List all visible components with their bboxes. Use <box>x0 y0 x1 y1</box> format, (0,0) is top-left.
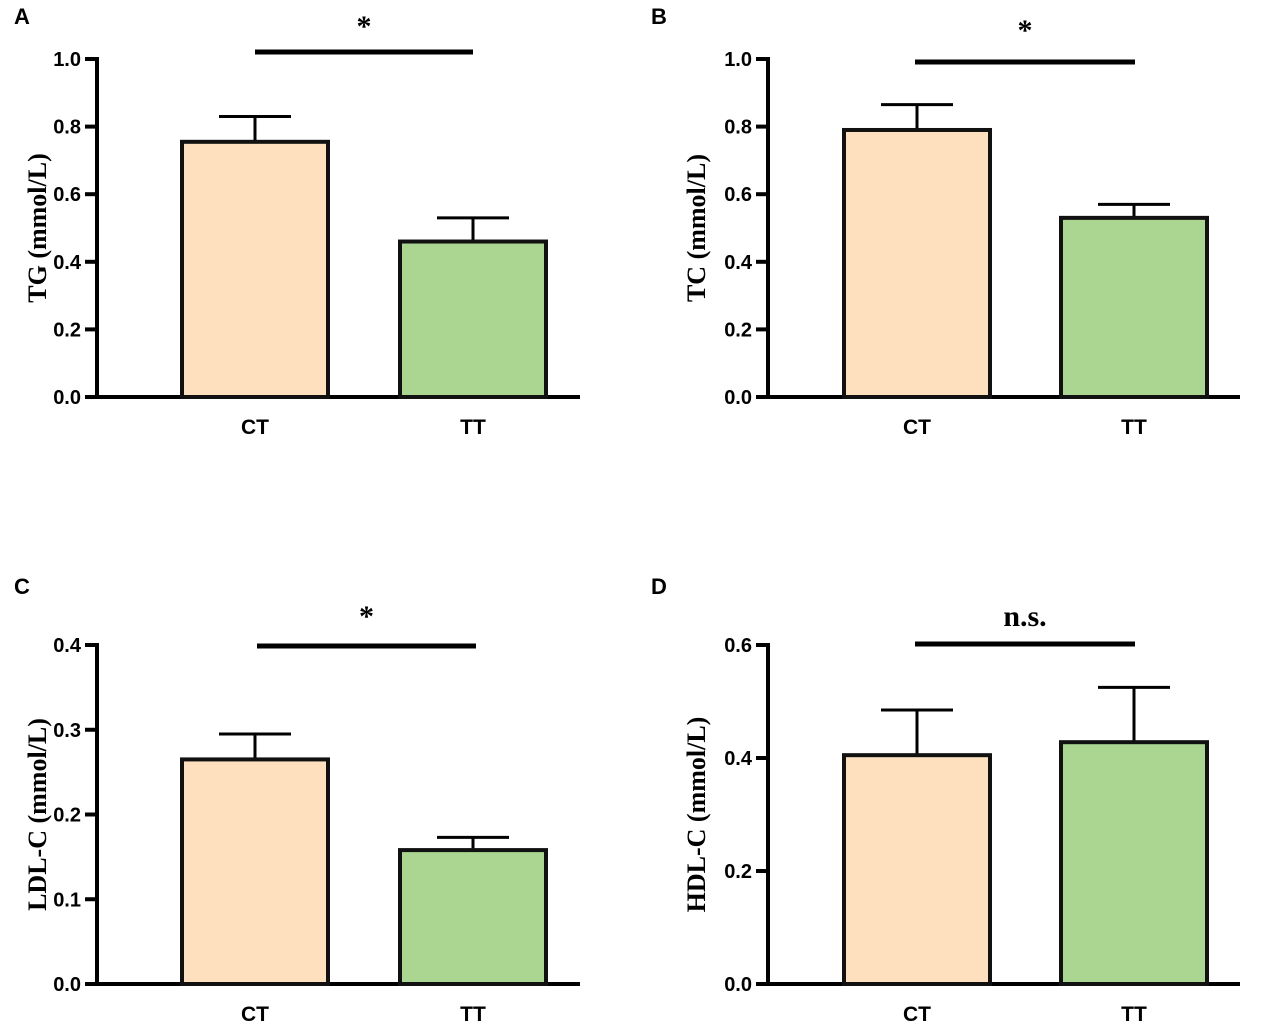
y-tick-label: 0.6 <box>724 635 752 657</box>
panel-letter: D <box>651 574 667 599</box>
y-tick-label: 0.3 <box>53 720 81 742</box>
x-tick-label: CT <box>903 1003 931 1022</box>
bar-tt <box>1059 740 1209 986</box>
bar-ct <box>842 753 992 986</box>
y-tick-label: 0.0 <box>53 974 81 996</box>
y-axis-title: TG (mmol/L) <box>23 153 52 303</box>
bar-tt <box>1059 215 1209 399</box>
panel-d: D HDL-C (mmol/L) 0.0 0.2 0.4 0.6 CT TT n.s. <box>651 574 1240 1022</box>
x-tick-label: TT <box>460 416 486 439</box>
significance-label: * <box>359 600 374 633</box>
panel-letter: B <box>651 4 667 29</box>
x-tick-label: CT <box>903 416 931 439</box>
significance-label: * <box>1018 14 1033 47</box>
y-tick-label: 0.0 <box>724 387 752 409</box>
panel-letter: A <box>14 4 30 29</box>
x-tick-label: TT <box>460 1003 486 1022</box>
panel-a: A TG (mmol/L) 0.0 0.2 0.4 0.6 0.8 1.0 CT TT * <box>14 4 580 439</box>
significance-label: * <box>357 10 372 43</box>
bar-ct <box>180 139 330 399</box>
bar-ct <box>842 127 992 399</box>
panel-letter: C <box>14 574 30 599</box>
bar-tt <box>398 239 548 399</box>
y-tick-label: 0.6 <box>53 184 81 206</box>
y-tick-label: 0.2 <box>724 861 752 883</box>
y-tick-label: 1.0 <box>724 49 752 71</box>
x-tick-label: CT <box>241 1003 269 1022</box>
y-tick-label: 1.0 <box>53 49 81 71</box>
y-tick-label: 0.2 <box>724 319 752 341</box>
y-tick-label: 0.1 <box>53 889 81 911</box>
y-tick-label: 0.8 <box>53 117 81 139</box>
bar-tt <box>398 848 548 986</box>
y-tick-label: 0.4 <box>724 748 753 770</box>
y-tick-label: 0.4 <box>724 252 753 274</box>
y-tick-label: 0.2 <box>53 319 81 341</box>
y-tick-label: 0.0 <box>724 974 752 996</box>
x-tick-label: CT <box>241 416 269 439</box>
y-tick-label: 0.6 <box>724 184 752 206</box>
panel-b: B TC (mmol/L) 0.0 0.2 0.4 0.6 0.8 1.0 CT TT * <box>651 4 1240 439</box>
panel-c: C LDL-C (mmol/L) 0.0 0.1 0.2 0.3 0.4 CT TT * <box>14 574 580 1022</box>
y-axis-title: LDL-C (mmol/L) <box>23 718 52 911</box>
x-tick-label: TT <box>1121 416 1147 439</box>
y-axis-title: TC (mmol/L) <box>682 154 711 302</box>
y-tick-label: 0.2 <box>53 805 81 827</box>
y-tick-label: 0.4 <box>53 252 82 274</box>
significance-label: n.s. <box>1003 600 1046 633</box>
bar-ct <box>180 757 330 986</box>
y-axis-title: HDL-C (mmol/L) <box>682 717 711 913</box>
x-tick-label: TT <box>1121 1003 1147 1022</box>
y-tick-label: 0.4 <box>53 635 82 657</box>
y-tick-label: 0.0 <box>53 387 81 409</box>
y-tick-label: 0.8 <box>724 117 752 139</box>
